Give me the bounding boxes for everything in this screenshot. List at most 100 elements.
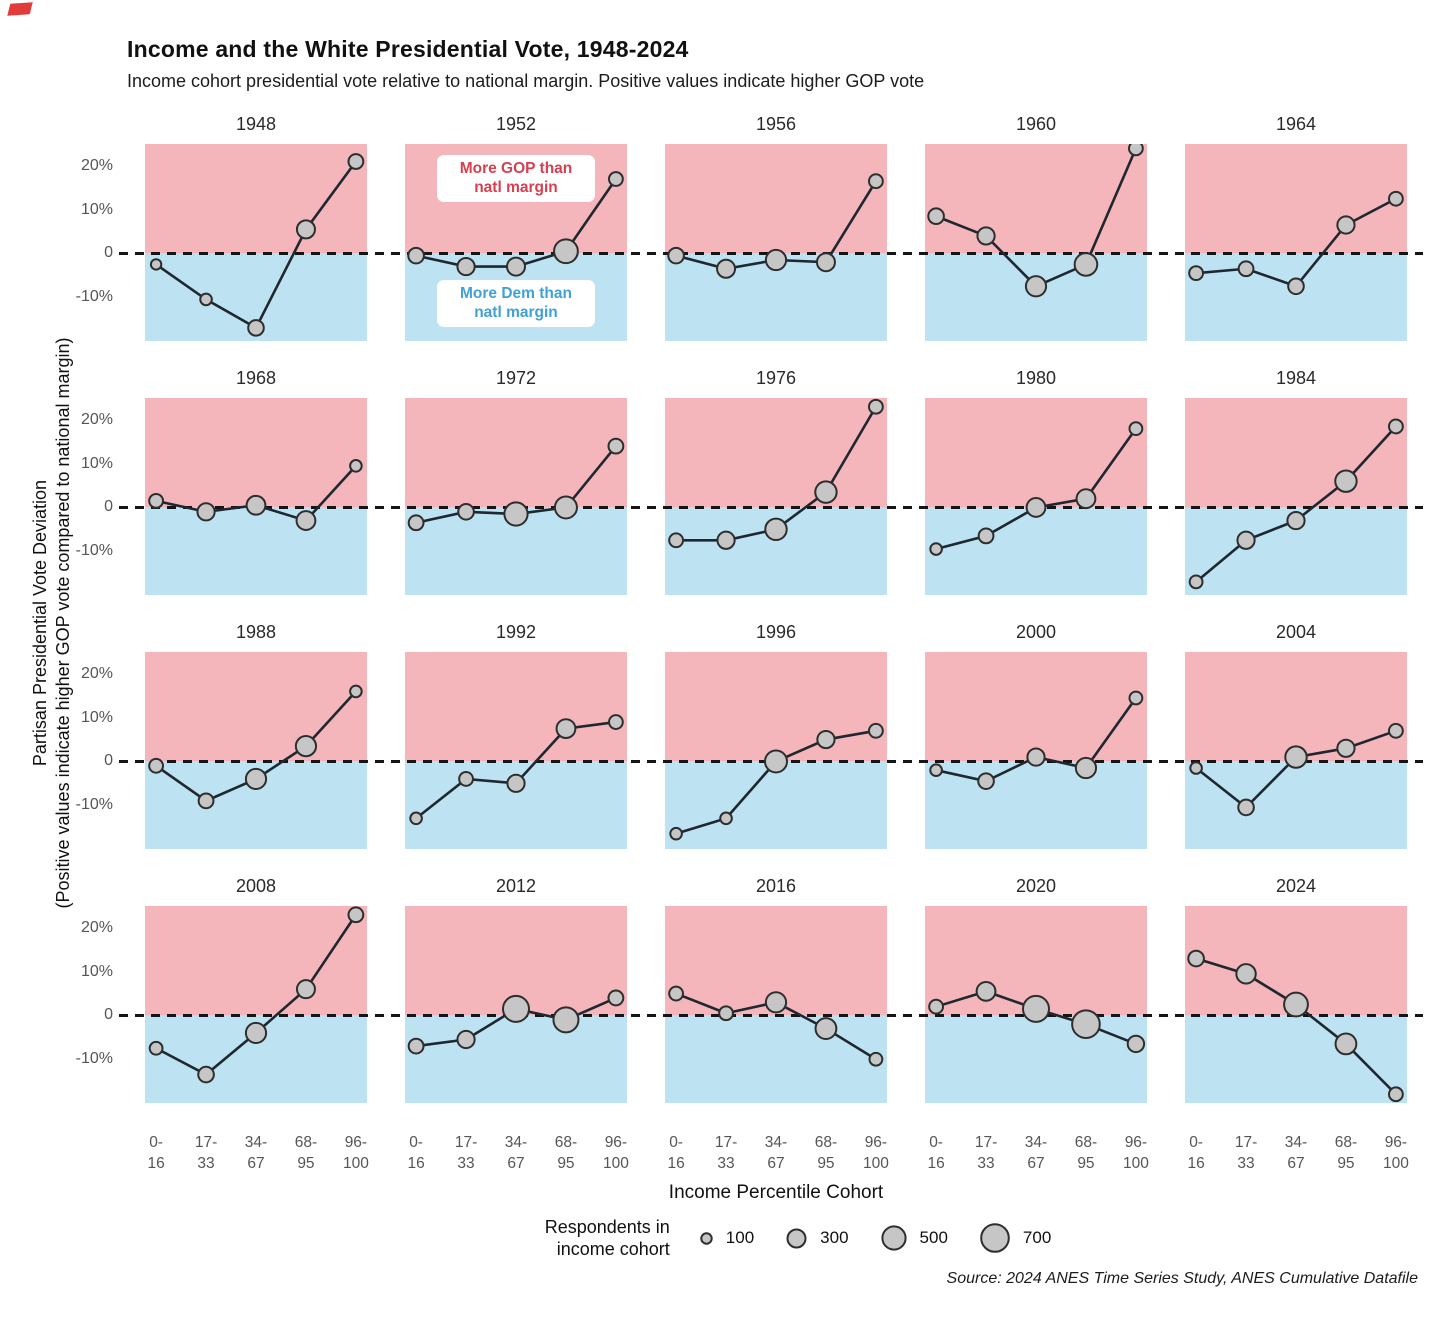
plot-area (1185, 398, 1407, 595)
data-point (295, 510, 317, 531)
data-point (668, 532, 685, 549)
x-tick-label: 96- 100 (1383, 1132, 1409, 1174)
x-tick-line: 96- (344, 1134, 368, 1151)
y-tick-label: -10% (75, 288, 113, 306)
data-point (975, 980, 997, 1002)
data-line (155, 160, 357, 330)
plot-background (405, 398, 627, 595)
data-point (1022, 994, 1050, 1023)
panel-year-label: 1992 (495, 622, 537, 642)
plot-area (1185, 652, 1407, 849)
x-tick-line: 34- (1024, 1134, 1048, 1151)
data-point (199, 292, 213, 307)
data-point (456, 256, 476, 277)
panel-year-label: 1948 (235, 114, 277, 134)
plot-data (929, 421, 1144, 556)
data-line (1195, 729, 1397, 810)
dem-region (1185, 253, 1407, 341)
x-tick-label: 0- 16 (147, 1132, 164, 1174)
data-point (196, 502, 216, 522)
y-tick-label: 10% (80, 200, 113, 218)
data-point (929, 542, 943, 556)
data-point (764, 991, 788, 1014)
data-point (977, 527, 995, 545)
plot-data (409, 714, 624, 826)
x-tick-label: 96- 100 (603, 1132, 629, 1174)
gop-region (925, 652, 1147, 762)
dem-annotation: More Dem than natl margin (437, 280, 595, 327)
x-tick-label: 68- 95 (1335, 1132, 1357, 1174)
panel-year-label: 2004 (1275, 622, 1317, 642)
x-tick-cell: 0- 16 17- 33 34- 67 68- 95 96- 100 (405, 1130, 629, 1180)
plot-area (665, 398, 887, 595)
data-point (1025, 497, 1047, 518)
x-tick-line: 33 (457, 1155, 475, 1172)
panel-1956: 1956 (665, 114, 887, 341)
data-point (868, 722, 884, 739)
data-point (716, 258, 737, 279)
data-point (607, 437, 625, 455)
x-tick-label: 68- 95 (815, 1132, 837, 1174)
data-point (1024, 275, 1048, 298)
data-line (1195, 425, 1397, 583)
data-point (1237, 798, 1255, 817)
x-tick-line: 0- (669, 1134, 683, 1151)
data-point (503, 501, 529, 527)
x-tick-label: 17- 33 (455, 1132, 477, 1174)
data-point (667, 246, 685, 265)
panel-year-label: 1968 (235, 368, 277, 388)
header: Income and the White Presidential Vote, … (0, 0, 1456, 92)
data-point (148, 1040, 164, 1056)
x-tick-line: 100 (602, 1155, 629, 1172)
plot-data (148, 459, 363, 531)
y-tick-label: -10% (75, 542, 113, 560)
panel-2016: 2016 (665, 876, 887, 1103)
x-tick-line: 0- (929, 1134, 943, 1151)
size-legend: Respondents in income cohort 100 300 500 70… (140, 1216, 1456, 1260)
plot-area (145, 906, 367, 1103)
data-point (716, 530, 736, 550)
panel-1992: 1992 (405, 622, 627, 849)
plot-area (145, 652, 367, 849)
x-tick-label: 34- 67 (505, 1132, 527, 1174)
x-tick-line: 96- (604, 1134, 628, 1151)
data-point (1388, 190, 1404, 207)
data-point (457, 503, 475, 521)
panel-year-label: 1976 (755, 368, 797, 388)
data-point (407, 514, 425, 532)
plot-area (145, 144, 367, 341)
data-point (1286, 510, 1306, 531)
data-point (1283, 991, 1309, 1018)
x-tick-label: 0- 16 (927, 1132, 944, 1174)
data-point (1126, 1034, 1146, 1054)
data-line (1195, 957, 1397, 1096)
y-tick-label: 10% (80, 454, 113, 472)
panel-2004: 2004 (1185, 622, 1407, 849)
size-legend-circle (786, 1228, 807, 1248)
data-point (1235, 963, 1257, 985)
x-tick-label: 34- 67 (765, 1132, 787, 1174)
data-point (868, 398, 884, 415)
x-tick-label: 17- 33 (975, 1132, 997, 1174)
x-tick-line: 0- (149, 1134, 163, 1151)
plot-area (925, 398, 1147, 595)
plot-data (928, 980, 1146, 1054)
x-tick-line: 34- (764, 1134, 788, 1151)
gop-region (1185, 652, 1407, 762)
y-tick-label: 0 (104, 244, 113, 262)
panel-1988: 1988 (145, 622, 367, 849)
x-tick-label: 0- 16 (407, 1132, 424, 1174)
x-tick-line: 68- (1074, 1134, 1098, 1151)
data-point (295, 219, 316, 240)
gop-region (405, 652, 627, 762)
x-tick-label: 96- 100 (1123, 1132, 1149, 1174)
panel-year-label: 1996 (755, 622, 797, 642)
x-tick-line: 68- (554, 1134, 578, 1151)
panel-1972: 1972 (405, 368, 627, 595)
panel-1984: 1984 (1185, 368, 1407, 595)
y-tick-label: 0 (104, 1006, 113, 1024)
gop-region (145, 398, 367, 508)
plot-area (925, 906, 1147, 1103)
legend-dot (980, 1223, 1010, 1253)
y-tick-label: 20% (80, 918, 113, 936)
